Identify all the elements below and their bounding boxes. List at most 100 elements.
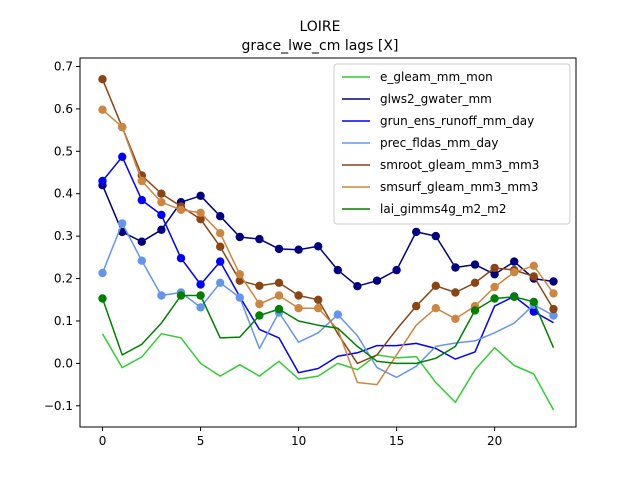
legend-label: prec_fldas_mm_day: [380, 136, 499, 150]
legend-label: smroot_gleam_mm3_mm3: [380, 158, 539, 172]
data-point: [216, 257, 225, 266]
series-line: [101, 156, 554, 374]
data-point: [314, 295, 323, 304]
data-point: [274, 244, 284, 254]
data-point: [412, 227, 421, 237]
series-smsurf_gleam_mm3_mm3: [98, 105, 558, 386]
data-point: [451, 263, 460, 272]
y-tick-label: 0.0: [54, 356, 73, 370]
legend-label: lai_gimms4g_m2_m2: [380, 202, 507, 216]
y-tick-label: 0.7: [54, 59, 73, 73]
data-point: [137, 176, 146, 186]
y-tick-label: 0.4: [54, 187, 73, 201]
data-point: [98, 268, 107, 278]
data-point: [549, 289, 558, 298]
data-point: [235, 270, 244, 279]
legend-entry: e_gleam_mm_mon: [342, 70, 493, 84]
data-point: [118, 152, 127, 161]
data-point: [314, 242, 323, 251]
data-point: [274, 291, 284, 300]
legend-entry: grun_ens_runoff_mm_day: [342, 114, 534, 128]
data-point: [392, 265, 401, 275]
data-point: [255, 234, 264, 244]
data-point: [137, 256, 146, 265]
data-point: [196, 208, 205, 217]
data-point: [98, 75, 107, 84]
data-point: [470, 306, 480, 315]
data-point: [294, 304, 303, 313]
x-tick-label: 15: [389, 434, 404, 448]
legend-label: e_gleam_mm_mon: [380, 70, 493, 84]
axes-layer: 0 5 10 15 20 −0.1 0.0 0.1 0.2 0.3 0.4 0.5 0.6 0.7: [44, 59, 502, 448]
y-tick-label: −0.1: [44, 399, 73, 413]
data-point: [510, 257, 519, 266]
legend-entry: smsurf_gleam_mm3_mm3: [342, 180, 538, 194]
legend: e_gleam_mm_mon glws2_gwater_mm grun_ens_ru…: [333, 63, 571, 225]
data-point: [255, 299, 264, 309]
chart-subtitle: grace_lwe_cm lags [X]: [242, 38, 399, 54]
y-tick-label: 0.2: [54, 272, 73, 286]
x-tick-label: 10: [291, 434, 306, 448]
data-point: [353, 282, 362, 291]
data-point: [294, 291, 303, 300]
y-tick-label: 0.3: [54, 229, 73, 243]
series-line: [101, 222, 554, 379]
data-point: [137, 237, 146, 246]
data-point: [549, 311, 558, 320]
data-point: [412, 301, 421, 311]
plot-frame: [79, 57, 577, 428]
legend-entry: lai_gimms4g_m2_m2: [342, 202, 507, 216]
data-point: [157, 198, 166, 207]
data-point: [118, 219, 127, 228]
data-point: [549, 277, 558, 286]
data-point: [235, 232, 244, 242]
x-tick-label: 5: [197, 434, 205, 448]
data-point: [118, 122, 127, 132]
series-line: [101, 294, 555, 365]
data-point: [372, 276, 382, 285]
legend-label: smsurf_gleam_mm3_mm3: [380, 180, 538, 194]
data-point: [98, 294, 107, 303]
data-point: [333, 310, 342, 319]
data-point: [216, 242, 225, 251]
data-point: [470, 260, 480, 269]
x-tick-label: 0: [99, 434, 107, 448]
data-point: [333, 265, 342, 275]
data-point: [529, 307, 538, 316]
legend-entry: glws2_gwater_mm: [342, 92, 492, 106]
data-point: [431, 304, 440, 313]
y-tick-label: 0.6: [54, 102, 73, 116]
data-point: [196, 215, 205, 224]
data-point: [216, 212, 225, 221]
data-point: [196, 303, 205, 312]
data-point: [294, 245, 303, 254]
data-point: [157, 189, 166, 198]
data-point: [529, 297, 538, 307]
data-point: [451, 314, 460, 323]
series-e_gleam_mm_mon: [101, 332, 555, 411]
data-point: [274, 278, 284, 287]
data-point: [529, 272, 538, 281]
series-lai_gimms4g_m2_m2: [98, 291, 555, 365]
data-point: [490, 282, 499, 292]
data-point: [470, 278, 480, 287]
data-point: [196, 191, 205, 200]
y-tick-label: 0.5: [54, 144, 73, 158]
data-point: [510, 292, 519, 301]
data-point: [549, 304, 558, 314]
data-point: [216, 229, 225, 238]
data-point: [176, 291, 186, 300]
data-point: [98, 176, 107, 186]
legend-label: grun_ens_runoff_mm_day: [380, 114, 534, 128]
data-point: [510, 268, 519, 277]
data-point: [314, 304, 323, 313]
legend-box: [333, 63, 571, 225]
data-point: [274, 304, 284, 314]
legend-entry: smroot_gleam_mm3_mm3: [342, 158, 539, 172]
data-point: [196, 280, 205, 289]
series-layer: [98, 75, 558, 411]
data-point: [98, 105, 107, 114]
series-line: [101, 332, 555, 411]
y-tick-label: 0.1: [54, 314, 73, 328]
chart-title: LOIRE: [299, 19, 340, 35]
